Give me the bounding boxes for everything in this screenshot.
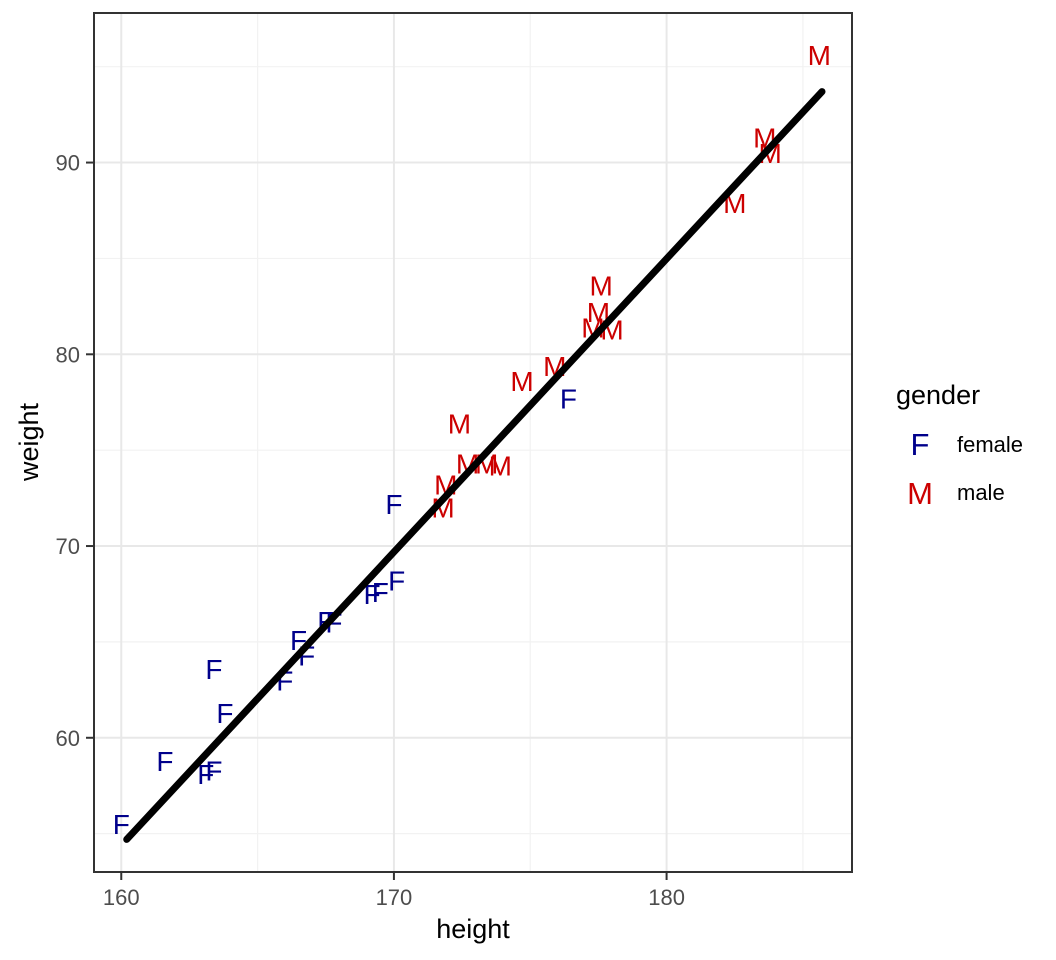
data-point-M: M (456, 449, 479, 480)
data-point-F: F (216, 698, 233, 729)
legend-key-female-icon: F (911, 427, 930, 462)
legend-label-male: male (957, 480, 1005, 505)
x-tick-label: 180 (648, 885, 685, 910)
data-point-M: M (587, 297, 610, 328)
regression-line (123, 88, 826, 843)
x-axis-title: height (436, 914, 510, 944)
y-tick-label: 90 (56, 151, 80, 176)
data-point-M: M (448, 408, 471, 439)
data-point-F: F (205, 755, 222, 786)
legend: gender F female M male (896, 380, 1023, 511)
y-tick-label: 80 (56, 342, 80, 367)
data-point-M: M (589, 270, 612, 301)
y-tick-label: 60 (56, 726, 80, 751)
data-point-F: F (156, 746, 173, 777)
regression-line-layer (123, 88, 826, 843)
data-point-F: F (385, 489, 402, 520)
data-point-F: F (113, 809, 130, 840)
data-point-F: F (560, 383, 577, 414)
panel-background (94, 13, 852, 872)
data-point-F: F (364, 579, 381, 610)
data-point-F: F (388, 566, 405, 597)
y-axis-title: weight (14, 402, 44, 482)
data-point-M: M (489, 451, 512, 482)
legend-key-male-icon: M (907, 476, 933, 511)
axes: 160 170 180 60 70 80 90 (56, 151, 685, 910)
data-point-M: M (808, 40, 831, 71)
panel-border (93, 12, 853, 873)
x-tick-label: 170 (376, 885, 413, 910)
data-point-F: F (197, 759, 214, 790)
data-point-M: M (510, 366, 533, 397)
x-tick-label: 160 (103, 885, 140, 910)
legend-title: gender (896, 380, 980, 410)
legend-label-female: female (957, 432, 1023, 457)
y-tick-label: 70 (56, 534, 80, 559)
data-point-F: F (372, 577, 389, 608)
data-point-F: F (205, 654, 222, 685)
